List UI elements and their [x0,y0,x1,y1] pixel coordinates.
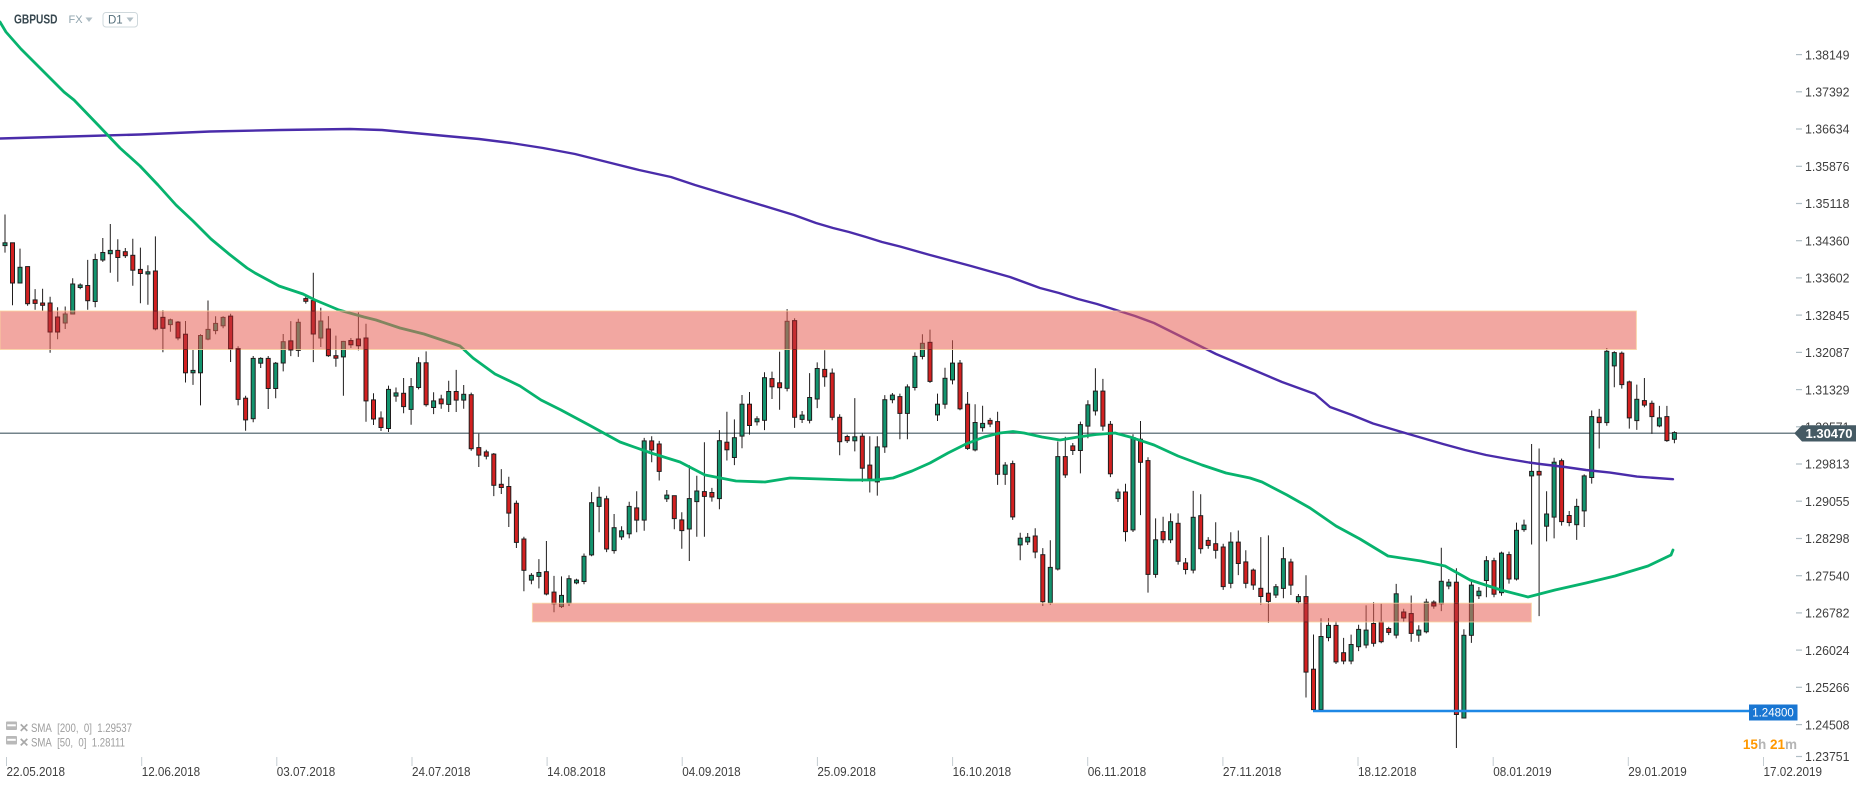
svg-text:1.38149: 1.38149 [1805,47,1850,62]
svg-text:1.26782: 1.26782 [1805,606,1850,621]
svg-text:1.23751: 1.23751 [1805,749,1850,764]
svg-text:22.05.2018: 22.05.2018 [7,764,66,779]
svg-text:1.36634: 1.36634 [1805,122,1850,137]
svg-text:1.25266: 1.25266 [1805,680,1850,695]
svg-text:GBPUSD: GBPUSD [14,13,58,27]
svg-text:1.32845: 1.32845 [1805,308,1850,323]
svg-text:✕: ✕ [19,721,29,735]
svg-text:14.08.2018: 14.08.2018 [547,764,606,779]
svg-text:29.01.2019: 29.01.2019 [1628,764,1687,779]
svg-text:17.02.2019: 17.02.2019 [1764,764,1823,779]
svg-text:15h 21m: 15h 21m [1743,737,1797,752]
svg-text:1.35118: 1.35118 [1805,196,1850,211]
svg-text:1.34360: 1.34360 [1805,233,1850,248]
svg-text:1.29813: 1.29813 [1805,457,1850,472]
svg-text:27.11.2018: 27.11.2018 [1223,764,1282,779]
svg-text:SMA [200, 0] 1.29537: SMA [200, 0] 1.29537 [31,721,132,735]
svg-text:08.01.2019: 08.01.2019 [1493,764,1552,779]
svg-text:06.11.2018: 06.11.2018 [1088,764,1147,779]
svg-text:12.06.2018: 12.06.2018 [142,764,201,779]
svg-text:1.31329: 1.31329 [1805,382,1850,397]
svg-text:✕: ✕ [19,736,29,750]
svg-text:1.26024: 1.26024 [1805,643,1850,658]
svg-text:D1: D1 [108,15,123,27]
svg-text:03.07.2018: 03.07.2018 [277,764,336,779]
svg-text:1.29055: 1.29055 [1805,494,1850,509]
svg-text:1.37392: 1.37392 [1805,85,1850,100]
svg-text:25.09.2018: 25.09.2018 [817,764,876,779]
svg-text:1.28298: 1.28298 [1805,531,1850,546]
svg-text:FX: FX [69,14,84,26]
svg-text:SMA [50, 0] 1.28111: SMA [50, 0] 1.28111 [31,736,125,750]
svg-text:24.07.2018: 24.07.2018 [412,764,471,779]
svg-text:1.27540: 1.27540 [1805,568,1850,583]
svg-text:04.09.2018: 04.09.2018 [682,764,741,779]
svg-text:1.35876: 1.35876 [1805,159,1850,174]
svg-text:18.12.2018: 18.12.2018 [1358,764,1417,779]
svg-text:1.32087: 1.32087 [1805,345,1850,360]
svg-text:1.33602: 1.33602 [1805,271,1850,286]
svg-text:16.10.2018: 16.10.2018 [953,764,1012,779]
svg-text:1.24800: 1.24800 [1752,708,1794,720]
svg-text:1.24508: 1.24508 [1805,717,1850,732]
svg-text:1.30470: 1.30470 [1806,426,1853,441]
